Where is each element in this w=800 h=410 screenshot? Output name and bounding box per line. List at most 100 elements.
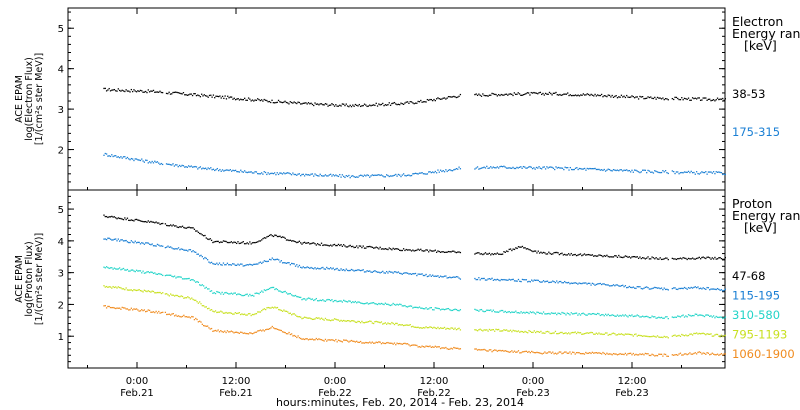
data-point: [270, 307, 272, 309]
data-point: [679, 172, 682, 174]
data-point: [229, 293, 231, 295]
data-point: [245, 264, 247, 266]
data-point: [615, 284, 617, 286]
data-point: [357, 320, 359, 323]
data-point: [560, 280, 562, 283]
data-point: [229, 263, 231, 266]
data-point: [603, 352, 605, 355]
data-point: [564, 332, 566, 334]
data-point: [622, 96, 624, 98]
data-point: [227, 169, 229, 171]
data-point: [380, 248, 383, 250]
data-point: [230, 96, 233, 98]
data-point: [266, 260, 268, 263]
data-point: [193, 318, 196, 321]
data-point: [143, 91, 146, 93]
data-point: [486, 329, 488, 331]
data-point: [374, 174, 376, 176]
data-point: [531, 331, 533, 333]
data-point: [239, 331, 242, 333]
data-point: [410, 326, 413, 328]
data-point: [523, 311, 525, 314]
data-point: [170, 274, 172, 276]
data-point: [683, 316, 686, 318]
data-point: [232, 313, 234, 315]
data-point: [159, 163, 161, 166]
data-point: [303, 338, 306, 341]
data-point: [602, 333, 604, 336]
data-point: [505, 93, 508, 95]
data-point: [600, 314, 603, 316]
data-point: [293, 334, 295, 337]
data-point: [250, 100, 252, 102]
data-point: [350, 339, 353, 342]
data-point: [550, 332, 553, 335]
data-point: [296, 241, 298, 244]
data-point: [234, 99, 237, 101]
data-point: [560, 351, 562, 353]
data-point: [699, 351, 702, 354]
data-point: [261, 262, 263, 265]
data-point: [361, 105, 363, 107]
data-point: [441, 98, 443, 100]
data-point: [113, 88, 116, 91]
data-point: [337, 175, 340, 178]
data-point: [508, 310, 510, 313]
data-point: [438, 276, 440, 279]
data-point: [336, 267, 338, 270]
data-point: [369, 104, 371, 106]
data-point: [129, 270, 131, 272]
data-point: [107, 216, 109, 219]
data-point: [646, 353, 648, 355]
data-point: [659, 171, 661, 174]
data-point: [298, 296, 301, 298]
data-point: [627, 256, 629, 258]
data-point: [611, 332, 613, 335]
data-point: [103, 154, 105, 156]
data-point: [500, 93, 502, 96]
data-point: [262, 291, 264, 293]
data-point: [104, 267, 106, 269]
data-point: [459, 309, 462, 311]
data-point: [709, 333, 711, 336]
data-point: [156, 91, 159, 93]
data-point: [281, 101, 284, 104]
data-point: [712, 171, 715, 173]
data-point: [397, 103, 400, 106]
data-point: [577, 314, 579, 316]
data-point: [374, 104, 376, 107]
data-point: [335, 338, 337, 341]
data-point: [221, 241, 223, 243]
data-point: [532, 280, 534, 282]
data-point: [167, 163, 169, 165]
data-point: [129, 289, 131, 291]
data-point: [352, 104, 354, 106]
data-point: [546, 352, 549, 354]
data-point: [552, 92, 555, 94]
data-point: [564, 93, 566, 95]
data-point: [503, 350, 505, 352]
data-point: [238, 312, 240, 314]
data-point: [322, 318, 324, 320]
data-point: [241, 241, 243, 244]
data-point: [336, 105, 338, 107]
data-point: [571, 351, 574, 353]
data-point: [396, 248, 398, 250]
data-point: [593, 95, 595, 97]
data-point: [233, 241, 235, 243]
data-point: [380, 302, 383, 305]
data-point: [109, 286, 112, 288]
data-point: [579, 314, 582, 316]
data-point: [639, 171, 641, 174]
data-point: [375, 320, 377, 323]
data-point: [714, 256, 716, 259]
data-point: [421, 172, 423, 174]
data-point: [269, 258, 271, 261]
data-point: [210, 309, 213, 311]
data-point: [261, 239, 263, 241]
data-point: [591, 331, 594, 334]
data-point: [614, 285, 616, 287]
data-point: [429, 307, 431, 309]
data-point: [246, 293, 248, 295]
data-point: [148, 271, 151, 274]
